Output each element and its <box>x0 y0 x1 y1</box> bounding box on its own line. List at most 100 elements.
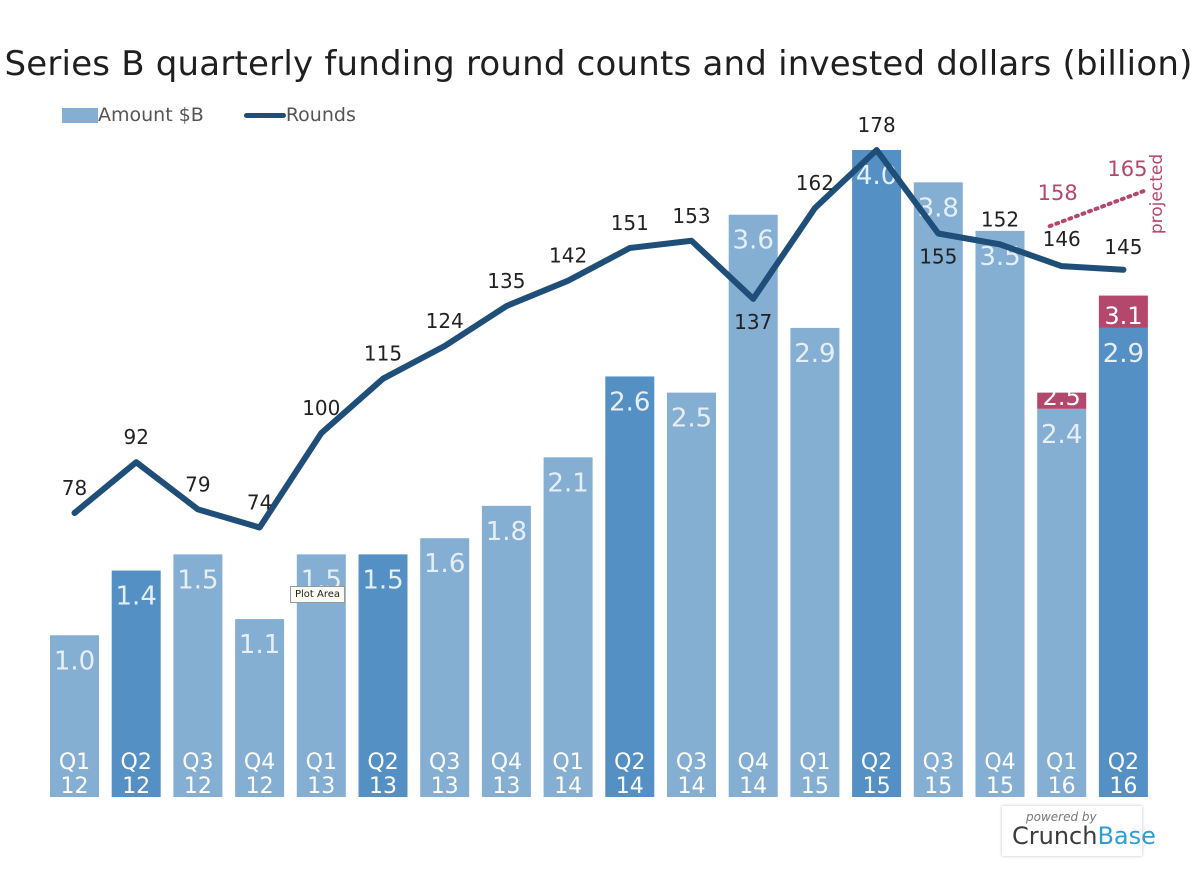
bar-value-label-5: 1.5 <box>362 565 403 595</box>
bar-value-label-8: 2.1 <box>547 468 588 498</box>
rounds-value-label-9: 151 <box>611 211 649 235</box>
category-year-label-15: 15 <box>986 774 1014 799</box>
projected-rounds-line <box>1047 189 1146 229</box>
category-year-label-2: 12 <box>184 774 212 799</box>
bar-2 <box>173 554 223 797</box>
bar-7 <box>481 505 531 797</box>
category-quarter-label-16: Q1 <box>1046 750 1077 775</box>
projected-rounds-label-17: 165 <box>1107 157 1147 181</box>
category-year-label-13: 15 <box>863 774 891 799</box>
rounds-value-label-14: 155 <box>919 244 957 268</box>
bar-value-label-12: 2.9 <box>794 339 835 369</box>
rounds-value-label-3: 74 <box>247 491 272 515</box>
category-quarter-label-12: Q1 <box>799 750 830 775</box>
category-year-label-10: 14 <box>678 774 706 799</box>
category-quarter-label-4: Q1 <box>306 750 337 775</box>
bar-12 <box>790 327 840 797</box>
bar-value-label-3: 1.1 <box>239 630 280 660</box>
rounds-line <box>71 147 1127 531</box>
projected-bar-label-17: 3.1 <box>1104 302 1142 330</box>
category-quarter-label-14: Q3 <box>923 750 954 775</box>
bar-value-label-2: 1.5 <box>177 565 218 595</box>
legend-swatch-amount <box>62 107 98 123</box>
bar-13 <box>852 150 902 797</box>
bar-9 <box>605 376 655 797</box>
rounds-value-label-12: 162 <box>796 171 834 195</box>
bar-value-label-6: 1.6 <box>424 549 465 579</box>
legend-item-rounds: Rounds <box>243 104 356 126</box>
category-quarter-label-0: Q1 <box>59 750 90 775</box>
projected-bar-cap-16 <box>1037 392 1087 409</box>
category-quarter-label-13: Q2 <box>861 750 892 775</box>
rounds-value-label-4: 100 <box>302 396 340 420</box>
category-quarter-label-5: Q2 <box>367 750 398 775</box>
category-quarter-label-15: Q4 <box>984 750 1015 775</box>
bar-14 <box>913 182 963 798</box>
rounds-value-label-7: 135 <box>487 269 525 293</box>
brand-part-2: Base <box>1097 822 1156 850</box>
category-year-label-12: 15 <box>801 774 829 799</box>
rounds-value-label-2: 79 <box>185 472 210 496</box>
bar-value-label-1: 1.4 <box>116 582 157 612</box>
bar-1 <box>111 570 161 797</box>
projected-bar-cap-17 <box>1098 295 1148 328</box>
bar-value-label-0: 1.0 <box>54 646 95 676</box>
bar-value-label-9: 2.6 <box>609 387 650 417</box>
category-quarter-label-11: Q4 <box>738 750 769 775</box>
category-quarter-label-2: Q3 <box>182 750 213 775</box>
powered-by-text: powered by <box>1026 810 1097 824</box>
category-quarter-label-10: Q3 <box>676 750 707 775</box>
bar-11 <box>728 214 778 797</box>
category-year-label-14: 15 <box>924 774 952 799</box>
category-quarter-label-3: Q4 <box>244 750 275 775</box>
rounds-value-label-8: 142 <box>549 244 587 268</box>
bar-6 <box>420 538 470 797</box>
bar-value-label-11: 3.6 <box>733 226 774 256</box>
rounds-value-label-10: 153 <box>672 204 710 228</box>
projected-bar-label-16: 2.5 <box>1043 383 1081 411</box>
rounds-value-label-5: 115 <box>364 342 402 366</box>
rounds-value-label-16: 146 <box>1043 227 1081 251</box>
legend-item-amount: Amount $B <box>62 104 204 126</box>
legend-label-rounds: Rounds <box>285 104 356 126</box>
bar-value-label-17: 2.9 <box>1103 339 1144 369</box>
bar-15 <box>975 230 1025 797</box>
category-quarter-label-7: Q4 <box>491 750 522 775</box>
category-quarter-label-1: Q2 <box>121 750 152 775</box>
category-year-label-16: 16 <box>1048 774 1076 799</box>
category-quarter-label-6: Q3 <box>429 750 460 775</box>
category-year-label-11: 14 <box>739 774 767 799</box>
legend-swatch-rounds <box>243 112 286 118</box>
category-year-label-3: 12 <box>246 774 274 799</box>
plot-area-tooltip: Plot Area <box>290 586 346 603</box>
rounds-value-label-1: 92 <box>123 425 148 449</box>
rounds-value-label-17: 145 <box>1104 235 1142 259</box>
legend: Amount $B Rounds <box>62 103 396 127</box>
category-quarter-label-9: Q2 <box>614 750 645 775</box>
category-quarter-label-8: Q1 <box>552 750 583 775</box>
bar-10 <box>667 392 716 797</box>
bar-16 <box>1037 408 1087 797</box>
bar-value-label-10: 2.5 <box>671 404 712 434</box>
bar-0 <box>50 635 99 797</box>
category-year-label-4: 13 <box>307 774 335 799</box>
chart-title: Series B quarterly funding round counts … <box>4 44 1193 84</box>
rounds-value-label-6: 124 <box>426 309 464 333</box>
rounds-value-label-11: 137 <box>734 310 772 334</box>
category-year-label-9: 14 <box>616 774 644 799</box>
category-quarter-label-17: Q2 <box>1108 750 1139 775</box>
bar-5 <box>358 554 408 797</box>
brand-part-1: Crunch <box>1012 822 1098 850</box>
rounds-value-label-15: 152 <box>981 207 1019 231</box>
crunchbase-badge: powered by CrunchBase <box>1002 806 1156 856</box>
category-year-label-8: 14 <box>554 774 582 799</box>
bar-value-label-7: 1.8 <box>486 517 527 547</box>
bar-17 <box>1098 327 1148 797</box>
crunchbase-logo: CrunchBase <box>1012 822 1156 850</box>
category-year-label-1: 12 <box>122 774 150 799</box>
category-year-label-5: 13 <box>369 774 397 799</box>
bar-value-label-16: 2.4 <box>1041 420 1082 450</box>
projected-rounds-label-16: 158 <box>1038 181 1078 205</box>
category-year-label-17: 16 <box>1109 774 1137 799</box>
